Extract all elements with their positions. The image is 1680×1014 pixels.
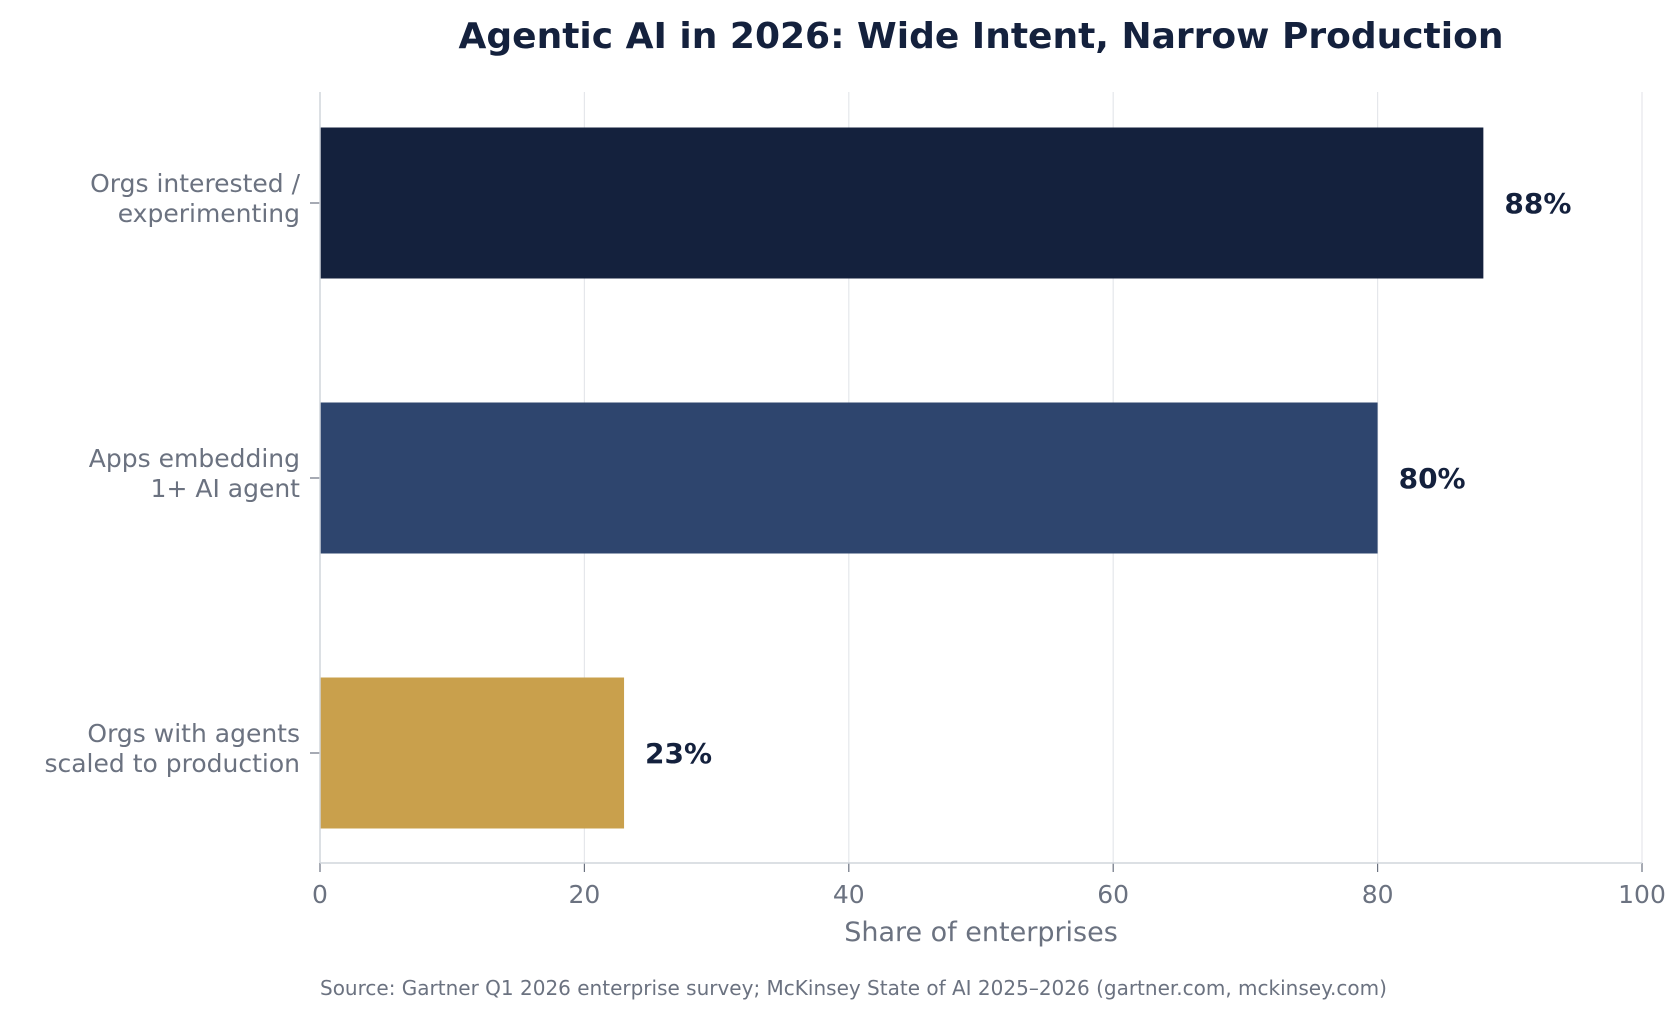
x-tick-label: 80 (1362, 880, 1394, 909)
y-tick-label: Apps embedding 1+ AI agent (89, 444, 300, 503)
y-tick-label: Orgs with agents scaled to production (44, 719, 300, 778)
bar (320, 127, 1484, 279)
chart-title: Agentic AI in 2026: Wide Intent, Narrow … (459, 16, 1504, 57)
data-label: 88% (1504, 187, 1571, 220)
data-labels: 88% 80% 23% (645, 187, 1571, 770)
x-tick-label: 60 (1097, 880, 1129, 909)
x-tick-labels: 0 20 40 60 80 100 (312, 880, 1666, 909)
x-tick-label: 100 (1618, 880, 1666, 909)
x-tick-label: 20 (568, 880, 600, 909)
data-label: 80% (1399, 462, 1466, 495)
x-tick-label: 0 (312, 880, 328, 909)
bar (320, 402, 1378, 554)
y-tick-label: Orgs interested / experimenting (90, 169, 300, 228)
axes (310, 92, 1643, 872)
bars (320, 127, 1484, 829)
y-tick-labels: Orgs interested / experimenting Apps embed… (44, 169, 300, 778)
x-axis-label: Share of enterprises (844, 917, 1118, 948)
x-tick-label: 40 (833, 880, 865, 909)
data-label: 23% (645, 737, 712, 770)
source-note: Source: Gartner Q1 2026 enterprise surve… (320, 976, 1387, 1000)
bar (320, 677, 625, 829)
